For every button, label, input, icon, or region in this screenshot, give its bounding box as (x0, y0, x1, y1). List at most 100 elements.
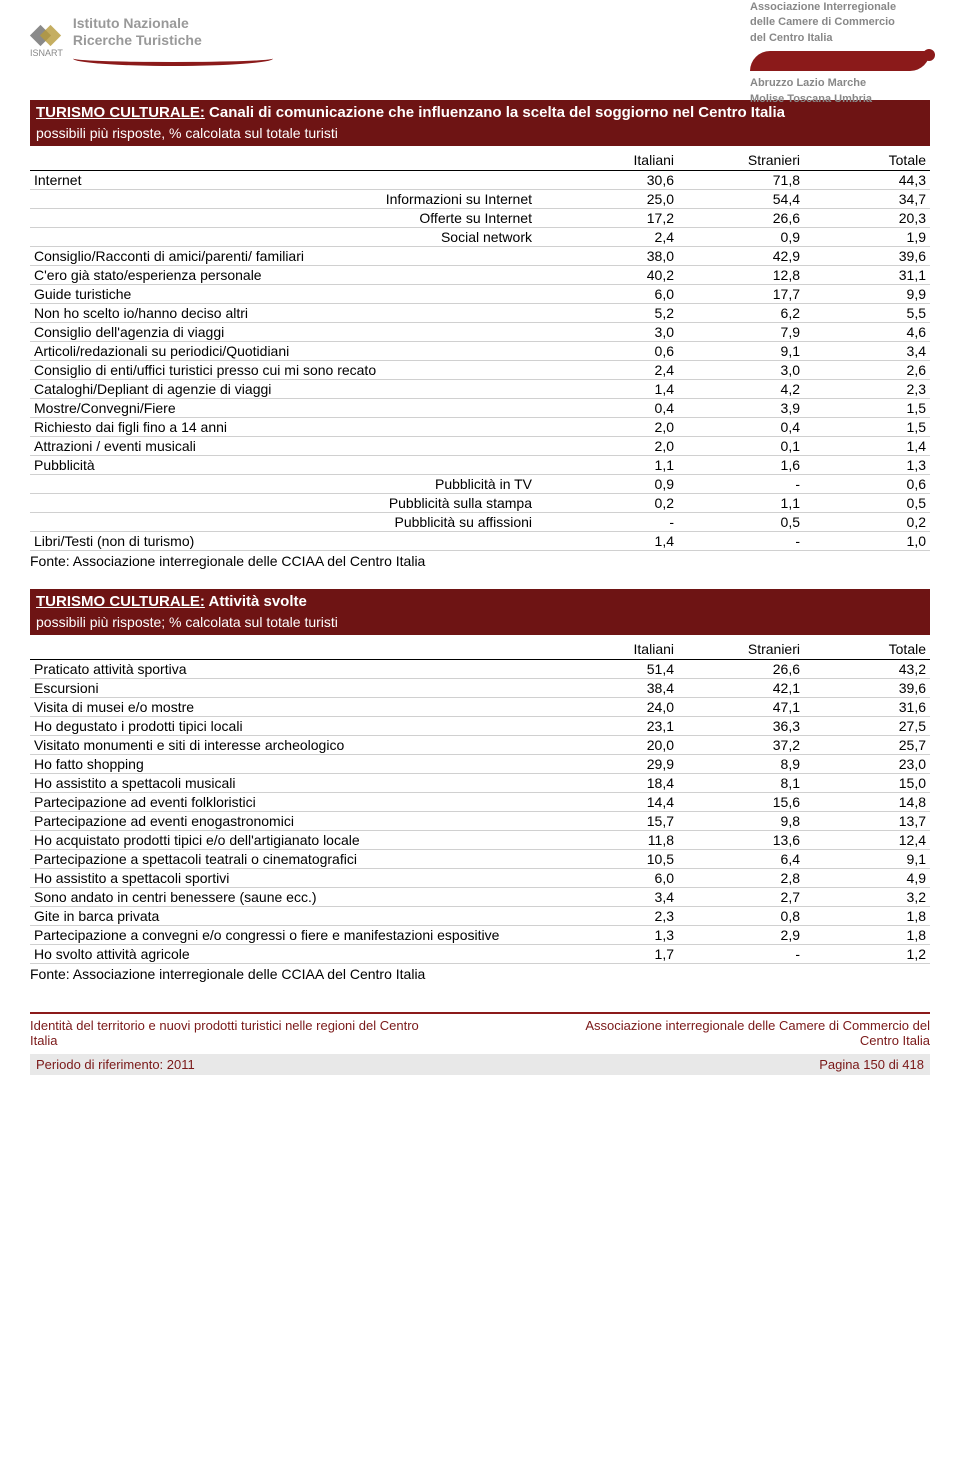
institute-line2: Ricerche Turistiche (73, 32, 273, 49)
row-label: Partecipazione ad eventi enogastronomici (30, 812, 552, 831)
row-value: 12,8 (678, 266, 804, 285)
row-value: - (678, 475, 804, 494)
row-value: 43,2 (804, 660, 930, 679)
row-value: 6,4 (678, 850, 804, 869)
table-row: Libri/Testi (non di turismo)1,4-1,0 (30, 532, 930, 551)
table-row: Guide turistiche6,017,79,9 (30, 285, 930, 304)
footer-right: Associazione interregionale delle Camere… (498, 1018, 930, 1048)
row-value: 34,7 (804, 190, 930, 209)
section2-source: Fonte: Associazione interregionale delle… (30, 966, 930, 982)
table-row: Richiesto dai figli fino a 14 anni2,00,4… (30, 418, 930, 437)
row-value: 4,2 (678, 380, 804, 399)
row-value: 9,8 (678, 812, 804, 831)
row-value: 29,9 (552, 755, 678, 774)
row-label: Ho acquistato prodotti tipici e/o dell'a… (30, 831, 552, 850)
row-label: Richiesto dai figli fino a 14 anni (30, 418, 552, 437)
assoc-line1: Associazione Interregionale (750, 0, 930, 15)
row-label: Informazioni su Internet (30, 190, 552, 209)
row-value: 38,0 (552, 247, 678, 266)
table-row: Attrazioni / eventi musicali2,00,11,4 (30, 437, 930, 456)
row-label: Offerte su Internet (30, 209, 552, 228)
row-value: 51,4 (552, 660, 678, 679)
row-value: 1,3 (804, 456, 930, 475)
row-value: 26,6 (678, 209, 804, 228)
col-stranieri: Stranieri (678, 150, 804, 171)
row-value: 1,1 (552, 456, 678, 475)
row-value: 9,9 (804, 285, 930, 304)
header-left: ISNART Istituto Nazionale Ricerche Turis… (30, 0, 273, 66)
row-label: Libri/Testi (non di turismo) (30, 532, 552, 551)
row-value: - (552, 513, 678, 532)
row-value: 0,4 (552, 399, 678, 418)
swoosh-right-icon (750, 51, 930, 71)
table-row: Escursioni38,442,139,6 (30, 679, 930, 698)
row-value: 2,0 (552, 437, 678, 456)
section1-title-rest: Canali di comunicazione che influenzano … (205, 104, 785, 121)
table-row: Ho assistito a spettacoli sportivi6,02,8… (30, 869, 930, 888)
row-label: Partecipazione a convegni e/o congressi … (30, 926, 552, 945)
row-value: 25,7 (804, 736, 930, 755)
col-totale: Totale (804, 639, 930, 660)
row-label: Ho svolto attività agricole (30, 945, 552, 964)
row-value: 2,8 (678, 869, 804, 888)
assoc-line3: del Centro Italia (750, 31, 930, 46)
row-value: 13,7 (804, 812, 930, 831)
table-row: Ho acquistato prodotti tipici e/o dell'a… (30, 831, 930, 850)
table-row: Partecipazione a convegni e/o congressi … (30, 926, 930, 945)
row-value: 20,3 (804, 209, 930, 228)
footer-left-line1: Identità del territorio e nuovi prodotti… (30, 1018, 419, 1033)
row-value: 6,2 (678, 304, 804, 323)
row-value: 1,8 (804, 926, 930, 945)
table-row: Partecipazione a spettacoli teatrali o c… (30, 850, 930, 869)
table-row: Partecipazione ad eventi folkloristici14… (30, 793, 930, 812)
logo-icon (31, 23, 61, 48)
row-value: 13,6 (678, 831, 804, 850)
row-value: 30,6 (552, 171, 678, 190)
row-label: Ho degustato i prodotti tipici locali (30, 717, 552, 736)
swoosh-icon (73, 51, 273, 66)
row-value: 15,7 (552, 812, 678, 831)
row-value: 37,2 (678, 736, 804, 755)
row-value: 3,2 (804, 888, 930, 907)
table-row: Articoli/redazionali su periodici/Quotid… (30, 342, 930, 361)
row-value: 31,6 (804, 698, 930, 717)
table-row: Sono andato in centri benessere (saune e… (30, 888, 930, 907)
row-value: 0,9 (678, 228, 804, 247)
table-row: Visitato monumenti e siti di interesse a… (30, 736, 930, 755)
row-value: 0,8 (678, 907, 804, 926)
row-value: 1,3 (552, 926, 678, 945)
table-row: Gite in barca privata2,30,81,8 (30, 907, 930, 926)
col-empty (30, 639, 552, 660)
table-row: Consiglio dell'agenzia di viaggi3,07,94,… (30, 323, 930, 342)
institute-block: Istituto Nazionale Ricerche Turistiche (73, 15, 273, 66)
row-value: 0,5 (804, 494, 930, 513)
row-label: Consiglio/Racconti di amici/parenti/ fam… (30, 247, 552, 266)
row-value: 39,6 (804, 247, 930, 266)
col-totale: Totale (804, 150, 930, 171)
row-value: 1,4 (552, 380, 678, 399)
section1-title-prefix: TURISMO CULTURALE: (36, 104, 205, 121)
row-value: 1,5 (804, 418, 930, 437)
row-label: Partecipazione a spettacoli teatrali o c… (30, 850, 552, 869)
row-value: 2,3 (804, 380, 930, 399)
row-value: 1,4 (804, 437, 930, 456)
row-value: 2,4 (552, 361, 678, 380)
regions-line1: Abruzzo Lazio Marche (750, 76, 930, 91)
row-value: 31,1 (804, 266, 930, 285)
row-value: 1,0 (804, 532, 930, 551)
assoc-line2: delle Camere di Commercio (750, 15, 930, 30)
row-value: 11,8 (552, 831, 678, 850)
row-value: 40,2 (552, 266, 678, 285)
table-row: C'ero già stato/esperienza personale40,2… (30, 266, 930, 285)
row-value: 9,1 (804, 850, 930, 869)
footer-left-line2: Italia (30, 1033, 57, 1048)
table-row: Pubblicità su affissioni-0,50,2 (30, 513, 930, 532)
table-row: Ho assistito a spettacoli musicali18,48,… (30, 774, 930, 793)
row-label: C'ero già stato/esperienza personale (30, 266, 552, 285)
row-value: 15,6 (678, 793, 804, 812)
footer-right-line1: Associazione interregionale delle Camere… (585, 1018, 930, 1033)
row-value: 14,8 (804, 793, 930, 812)
table-row: Visita di musei e/o mostre24,047,131,6 (30, 698, 930, 717)
table-row: Offerte su Internet17,226,620,3 (30, 209, 930, 228)
row-label: Sono andato in centri benessere (saune e… (30, 888, 552, 907)
